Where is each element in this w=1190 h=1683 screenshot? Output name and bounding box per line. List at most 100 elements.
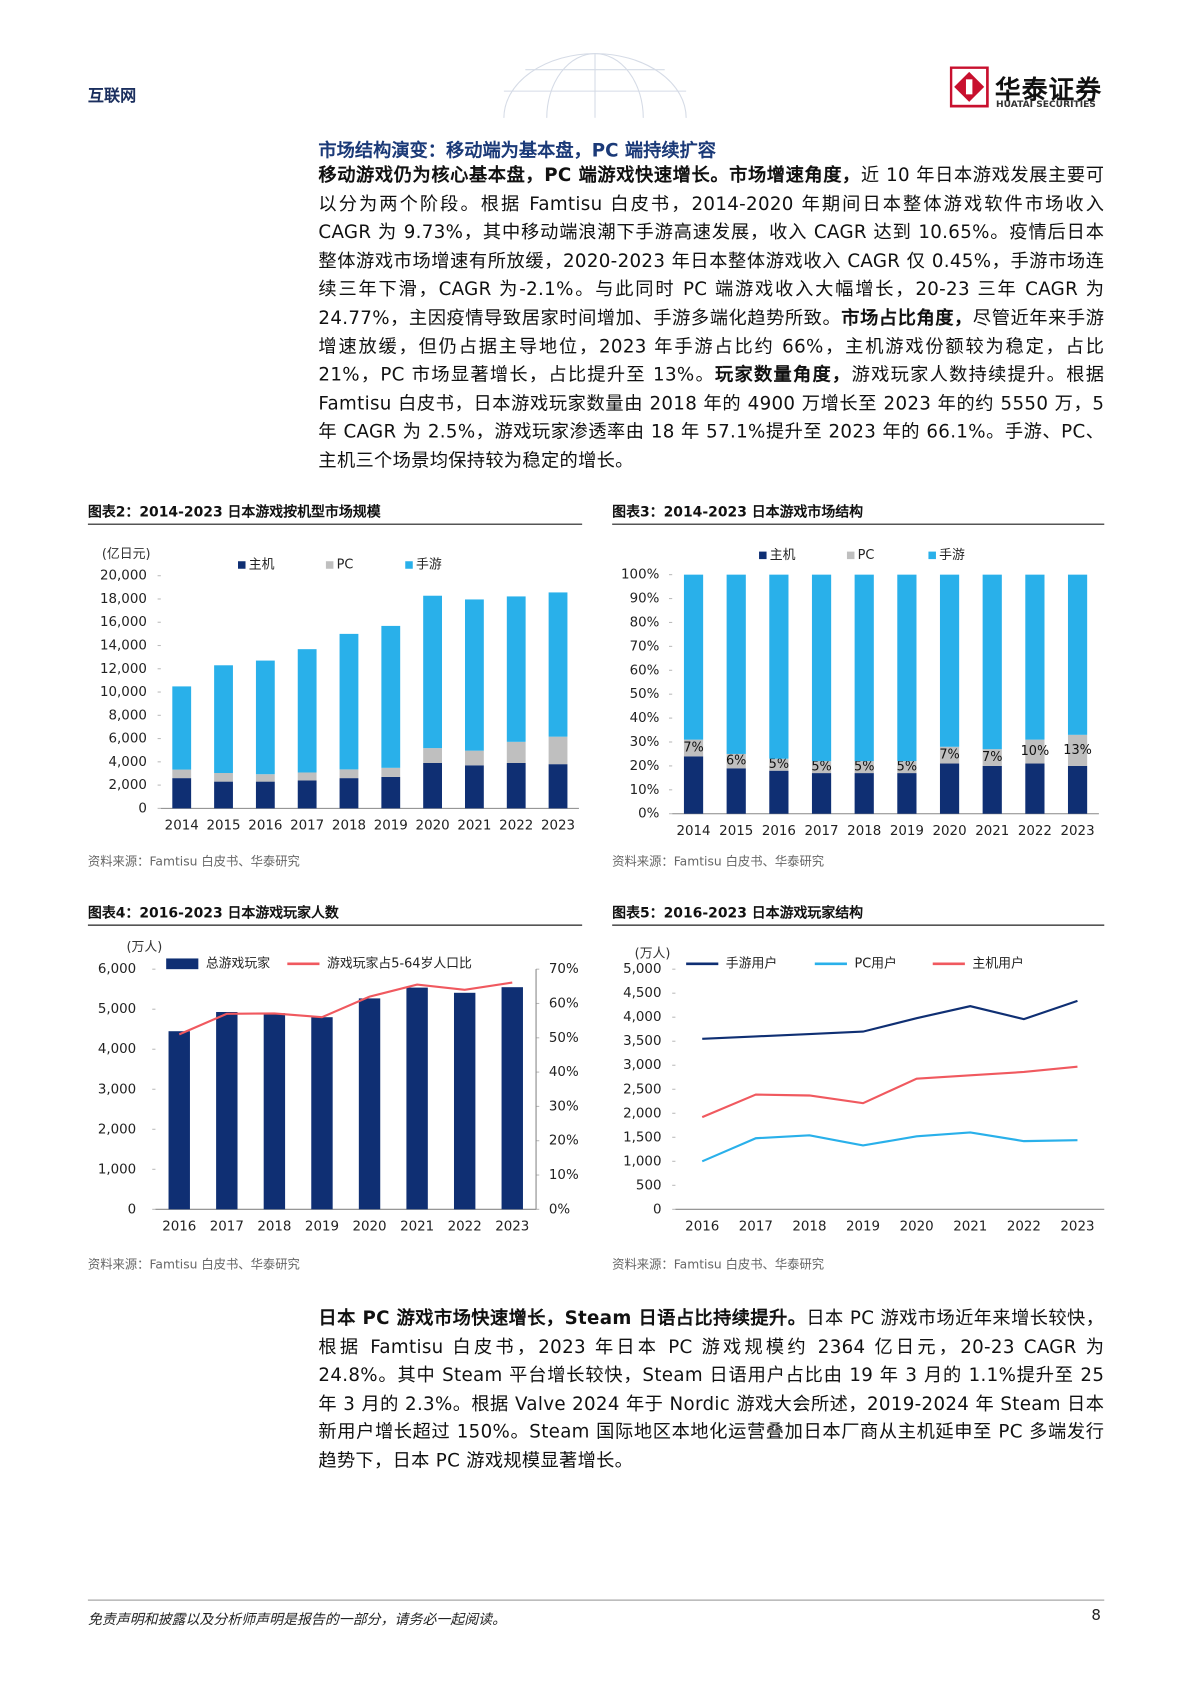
x-tick-label: 2019	[846, 1219, 880, 1234]
y2-tick-label: 30%	[549, 1099, 579, 1114]
x-tick-label: 2019	[374, 819, 408, 834]
y-tick-label: 10,000	[100, 685, 147, 700]
bar	[982, 765, 1002, 814]
y-tick-label: 2,000	[623, 1106, 661, 1121]
x-tick-label: 2017	[739, 1219, 773, 1234]
legend-label: 手游用户	[726, 955, 777, 971]
bar	[548, 592, 568, 737]
y-tick-label: 8,000	[109, 708, 147, 723]
y-tick-label: 20,000	[100, 569, 147, 584]
y-tick-label: 4,000	[623, 1010, 661, 1025]
x-tick-label: 2022	[448, 1219, 482, 1234]
bar	[255, 774, 275, 782]
y-tick-label: 3,000	[623, 1058, 661, 1073]
section-label: 互联网	[87, 85, 137, 106]
x-tick-label: 2023	[1061, 824, 1095, 839]
bar	[769, 574, 789, 759]
x-tick-label: 2018	[792, 1219, 826, 1234]
y-tick-label: 80%	[630, 615, 660, 630]
legend-swatch	[405, 561, 413, 569]
x-tick-label: 2016	[762, 824, 796, 839]
bar	[811, 761, 832, 774]
chart-source: 资料来源：Famtisu 白皮书、华泰研究	[612, 1257, 824, 1272]
x-tick-label: 2014	[677, 824, 711, 839]
legend-label: PC	[858, 548, 875, 563]
paragraph: 移动游戏仍为核心基本盘，PC 端游戏快速增长。市场增速角度，近 10 年日本游戏…	[318, 162, 1104, 476]
legend-label: PC	[337, 557, 354, 572]
bar	[769, 758, 789, 771]
y-tick-label: 12,000	[100, 662, 147, 677]
bar	[172, 778, 192, 809]
bar	[501, 987, 523, 1210]
x-tick-label: 2020	[933, 824, 967, 839]
legend-swatch	[325, 561, 334, 569]
y2-tick-label: 0%	[549, 1202, 570, 1217]
legend-label: 主机	[249, 557, 275, 572]
chart-source: 资料来源：Famtisu 白皮书、华泰研究	[88, 1257, 300, 1272]
y-tick-label: 1,500	[623, 1130, 661, 1145]
data-label: 5%	[897, 760, 917, 775]
bar	[216, 1012, 238, 1210]
bar	[683, 739, 704, 757]
y-tick-label: 0	[138, 801, 147, 816]
text-run: 玩家数量角度，	[714, 364, 852, 387]
bar	[381, 767, 401, 777]
bar	[358, 998, 381, 1210]
bar	[311, 1017, 333, 1210]
bar	[506, 762, 526, 809]
bar	[297, 772, 317, 781]
axis-unit: (亿日元)	[102, 547, 151, 562]
x-tick-label: 2021	[953, 1219, 987, 1234]
bar	[811, 773, 832, 814]
disclaimer: 免责声明和披露以及分析师声明是报告的一部分，请务必一起阅读。	[87, 1612, 507, 1629]
y-tick-label: 4,000	[98, 1042, 136, 1057]
bar	[683, 756, 704, 814]
line-series	[702, 999, 1078, 1040]
y-tick-label: 2,000	[98, 1122, 136, 1137]
text-run: 近 10 年日本游戏发展主要可以分为两个阶段。根据 Famtisu 白皮书，20…	[318, 165, 1105, 330]
x-tick-label: 2017	[290, 819, 324, 834]
bar	[982, 749, 1002, 766]
y-tick-label: 2,000	[109, 778, 147, 793]
legend-swatch	[846, 551, 855, 560]
bar	[406, 987, 428, 1210]
bar	[1025, 739, 1045, 764]
x-tick-label: 2023	[495, 1219, 529, 1234]
y-tick-label: 0%	[638, 807, 659, 822]
bar	[897, 761, 917, 774]
footer-rule	[87, 1599, 1105, 1601]
paragraph: 日本 PC 游戏市场快速增长，Steam 日语占比持续提升。日本 PC 游戏市场…	[318, 1305, 1104, 1476]
line-series	[701, 1131, 1078, 1163]
text-run: 移动游戏仍为核心基本盘，PC 端游戏快速增长。市场增速角度，	[318, 165, 861, 187]
x-tick-label: 2023	[541, 819, 575, 834]
section-heading: 市场结构演变：移动端为基本盘，PC 端持续扩容	[318, 140, 717, 162]
chart-title: 图表3：2014-2023 日本游戏市场结构	[612, 503, 863, 520]
y-tick-label: 3,500	[623, 1034, 661, 1049]
bar	[297, 649, 317, 773]
x-tick-label: 2018	[257, 1219, 291, 1234]
data-label: 7%	[982, 750, 1002, 765]
bar	[1067, 734, 1088, 766]
x-tick-label: 2023	[1060, 1219, 1094, 1234]
bar	[339, 633, 359, 770]
bar	[453, 992, 476, 1210]
bar	[464, 599, 484, 751]
legend-label: 主机用户	[972, 955, 1023, 971]
bar	[548, 736, 568, 765]
y-tick-label: 10%	[630, 783, 660, 798]
bar	[214, 773, 233, 782]
line-series	[178, 981, 513, 1036]
bar	[854, 574, 874, 762]
bar	[726, 768, 746, 814]
x-tick-label: 2018	[332, 819, 366, 834]
legend-label: 主机	[770, 548, 796, 563]
bar	[548, 764, 568, 809]
bar	[172, 686, 192, 770]
x-tick-label: 2021	[400, 1219, 434, 1234]
y-tick-label: 4,500	[623, 986, 661, 1001]
y-tick-label: 5,000	[98, 1002, 136, 1017]
bar	[423, 748, 443, 763]
y2-tick-label: 40%	[549, 1065, 579, 1080]
y-tick-label: 6,000	[109, 732, 147, 747]
chart-title: 图表2：2014-2023 日本游戏按机型市场规模	[88, 503, 382, 520]
